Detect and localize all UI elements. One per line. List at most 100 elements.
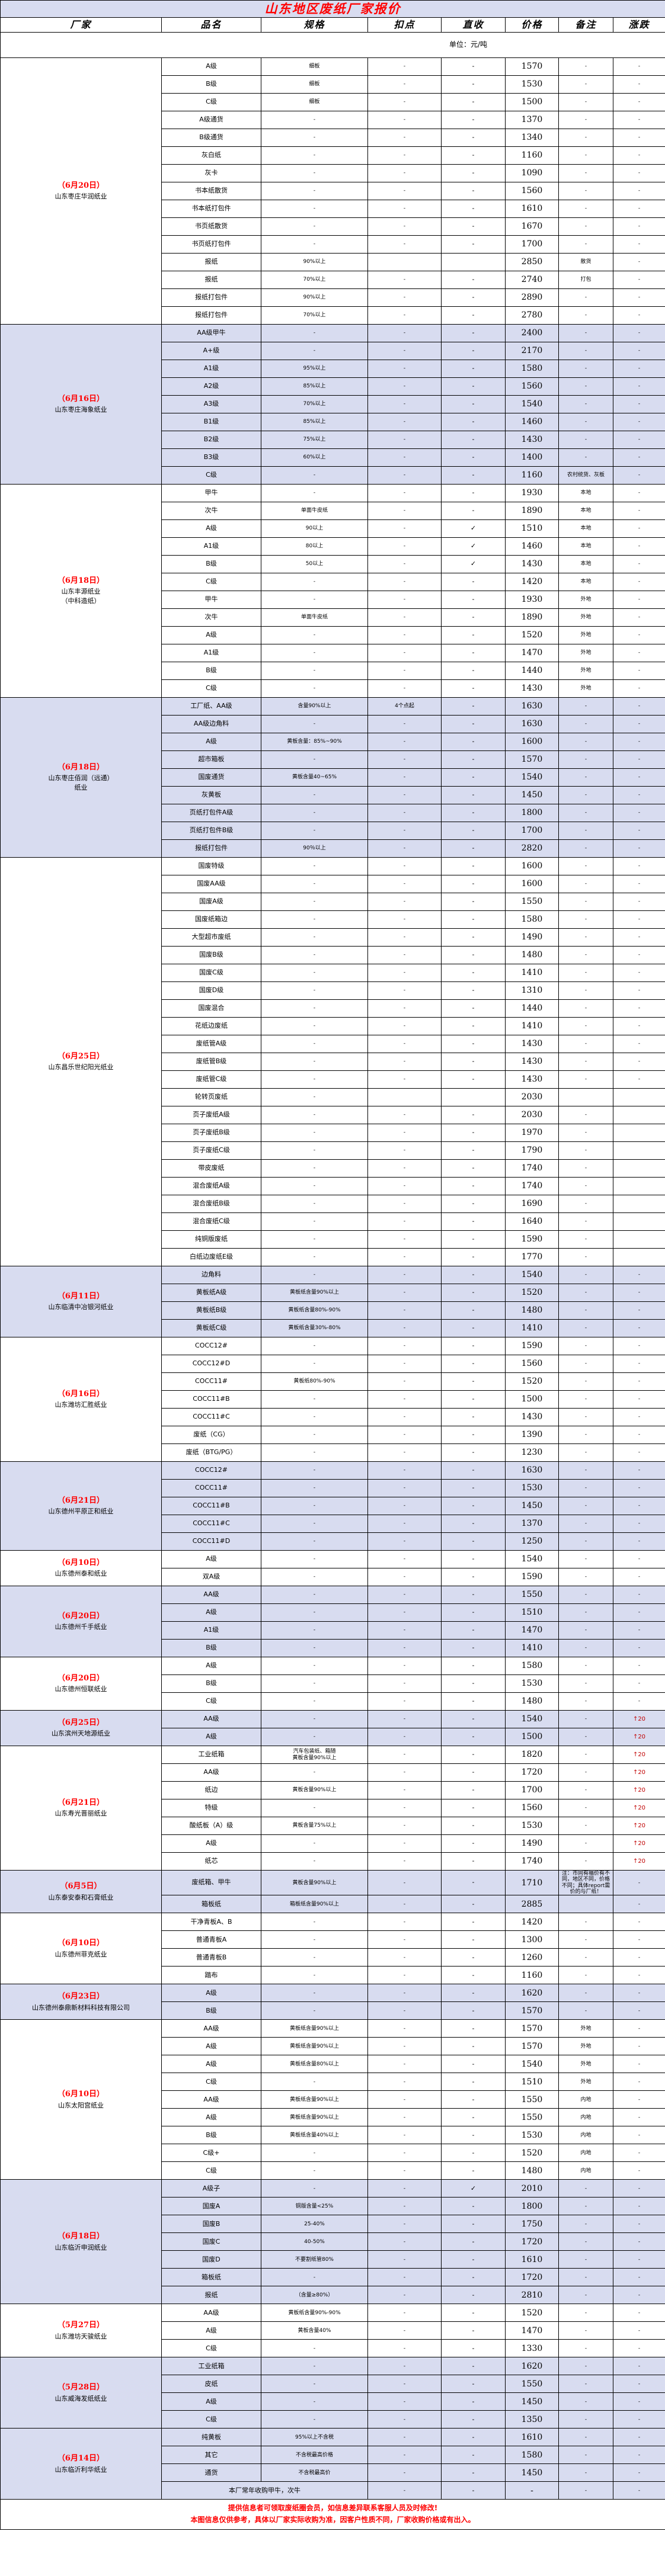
deduction-cell: - xyxy=(367,271,442,289)
spec-cell: - xyxy=(261,750,368,769)
deduction-cell: - xyxy=(367,2215,442,2234)
remark-cell: 外地 xyxy=(558,626,613,644)
deduction-cell: - xyxy=(367,2197,442,2216)
change-cell xyxy=(613,1230,665,1249)
deduction-cell: - xyxy=(367,1948,442,1967)
price-cell: 1560 xyxy=(505,1799,559,1817)
deduction-cell: - xyxy=(367,2428,442,2447)
spec-cell: - xyxy=(261,1586,368,1604)
product-name-cell: C级 xyxy=(161,466,261,485)
manufacturer-cell: （6月20日） 山东枣庄华润纸业 xyxy=(0,57,162,325)
change-cell: ↑20 xyxy=(613,1746,665,1764)
direct-purchase-cell: - xyxy=(441,466,506,485)
spec-cell: - xyxy=(261,1426,368,1444)
remark-cell: 农村统货、灰板 xyxy=(558,466,613,485)
change-cell: - xyxy=(613,1674,665,1693)
deduction-cell: - xyxy=(367,1657,442,1675)
remark-cell: - xyxy=(558,822,613,840)
product-name-cell: 箱板纸 xyxy=(161,1895,261,1914)
change-cell: - xyxy=(613,2090,665,2109)
direct-purchase-cell: - xyxy=(441,2215,506,2234)
change-cell: - xyxy=(613,431,665,449)
spec-cell: - xyxy=(261,1913,368,1932)
spec-cell: - xyxy=(261,1621,368,1640)
quote-date: （6月20日） xyxy=(57,1673,105,1683)
price-cell: 1490 xyxy=(505,1834,559,1853)
table-row: 报纸 70%以上 - -2740 打包 - xyxy=(1,271,665,289)
table-row: 书页纸打包件 - - -1700- - xyxy=(1,235,665,254)
price-cell: 1700 xyxy=(505,235,559,254)
spec-cell: - xyxy=(261,182,368,200)
table-row: （6月16日） 山东枣庄海象纸业 AA级甲牛 - - -2400- - xyxy=(0,324,665,485)
change-cell: - xyxy=(613,1913,665,1932)
price-cell: 1580 xyxy=(505,360,559,378)
spec-cell: 95%以上不含税 xyxy=(261,2428,368,2447)
price-cell: 1580 xyxy=(505,1657,559,1675)
price-cell: 1640 xyxy=(505,1212,559,1231)
col-header-deduction: 扣点 xyxy=(367,17,442,33)
direct-purchase-cell: - xyxy=(441,591,506,609)
remark-cell: - xyxy=(558,129,613,147)
change-cell: - xyxy=(613,893,665,911)
price-cell: 1350 xyxy=(505,2410,559,2429)
table-row: COCC11#B - - -1500- - xyxy=(1,1390,665,1409)
table-row: B级 - - -1570- - xyxy=(1,2001,665,2020)
manufacturer-name: 山东德州千手纸业 xyxy=(55,1623,107,1631)
spec-cell: - xyxy=(261,1355,368,1373)
change-cell: - xyxy=(613,1586,665,1604)
change-cell: - xyxy=(613,1372,665,1391)
spec-cell: - xyxy=(261,1692,368,1711)
price-cell: 1160 xyxy=(505,146,559,165)
direct-purchase-cell: - xyxy=(441,1966,506,1985)
spec-cell: - xyxy=(261,1852,368,1871)
price-cell: 1530 xyxy=(505,1479,559,1497)
table-row: C级 - - -1330- - xyxy=(1,2339,665,2358)
table-row: 超市箱板 - - -1570- - xyxy=(1,750,665,769)
remark-cell: - xyxy=(558,1106,613,1124)
table-row: A级 - - -1510- - xyxy=(1,1603,665,1622)
change-cell: - xyxy=(613,697,665,716)
product-name-cell: 废纸（BTG/PG） xyxy=(161,1443,261,1462)
change-cell: - xyxy=(613,288,665,307)
direct-purchase-cell: - xyxy=(441,2073,506,2091)
product-name-cell: C级+ xyxy=(161,2144,261,2163)
manufacturer-cell: （5月28日） 山东威海发纸纸业 xyxy=(0,2357,162,2429)
remark-cell: - xyxy=(558,377,613,396)
deduction-cell: - xyxy=(367,1728,442,1746)
direct-purchase-cell: - xyxy=(441,1372,506,1391)
change-cell: ↑20 xyxy=(613,1781,665,1799)
product-name-cell: 国废特级 xyxy=(161,857,261,875)
deduction-cell: - xyxy=(367,1913,442,1932)
deduction-cell: - xyxy=(367,804,442,822)
table-row: 报纸打包件 90％以上 - -2820- - xyxy=(1,839,665,858)
change-cell: - xyxy=(613,1532,665,1551)
deduction-cell: - xyxy=(367,129,442,147)
direct-purchase-cell: - xyxy=(441,981,506,1000)
unit-note: 单位：元/吨 xyxy=(0,32,665,58)
product-name-cell: A级 xyxy=(161,2055,261,2074)
remark-cell: - xyxy=(558,235,613,254)
spec-cell: - xyxy=(261,964,368,982)
change-cell: - xyxy=(613,395,665,413)
manufacturer-name: 山东潍坊天骏纸业 xyxy=(55,2332,107,2340)
product-name-cell: C级 xyxy=(161,1692,261,1711)
remark-cell: - xyxy=(558,981,613,1000)
manufacturer-cell: （6月18日） 山东丰源纸业 （中科造纸） xyxy=(0,484,162,698)
price-cell: 1540 xyxy=(505,1550,559,1568)
deduction-cell: - xyxy=(367,395,442,413)
table-row: AA级边角料 - - -1630- - xyxy=(1,715,665,733)
change-cell: - xyxy=(613,1408,665,1426)
spec-cell: 黄板纸含量30%-80% xyxy=(261,1319,368,1337)
product-name-cell: A1级 xyxy=(161,360,261,378)
table-row: （6月20日） 山东德州恒联纸业 A级 - - -1580- - xyxy=(0,1657,665,1711)
remark-cell: 外地 xyxy=(558,679,613,698)
change-cell: - xyxy=(613,1035,665,1053)
table-row: COCC11#C - - -1430- - xyxy=(1,1408,665,1426)
direct-purchase-cell: - xyxy=(441,200,506,218)
manufacturer-cell: （6月25日） 山东滨州天地源纸业 xyxy=(0,1710,162,1746)
remark-cell: - xyxy=(558,1674,613,1693)
spec-cell: 不含税最高价 xyxy=(261,2463,368,2482)
remark-cell: - xyxy=(558,200,613,218)
table-row: A1级 - - -1470- - xyxy=(1,1621,665,1640)
price-cell: 1800 xyxy=(505,804,559,822)
